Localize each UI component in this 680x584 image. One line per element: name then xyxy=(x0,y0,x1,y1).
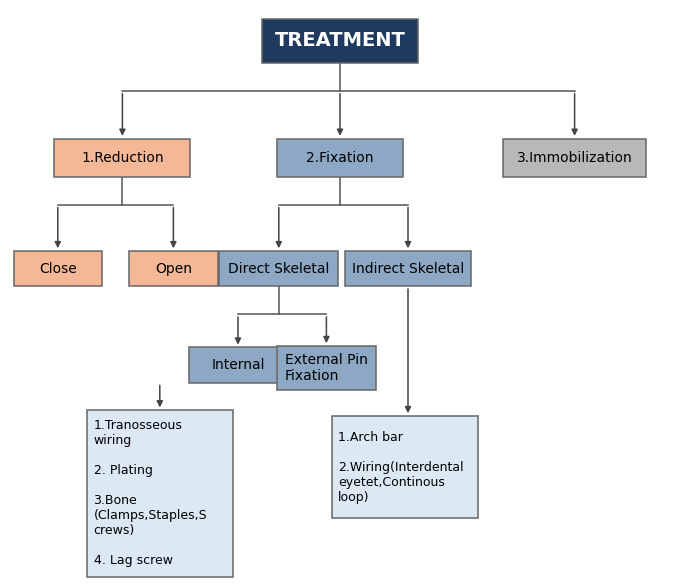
Text: Indirect Skeletal: Indirect Skeletal xyxy=(352,262,464,276)
FancyBboxPatch shape xyxy=(277,139,403,176)
Text: 1.Tranosseous
wiring

2. Plating

3.Bone
(Clamps,Staples,S
crews)

4. Lag screw: 1.Tranosseous wiring 2. Plating 3.Bone (… xyxy=(94,419,207,568)
FancyBboxPatch shape xyxy=(14,251,102,286)
FancyBboxPatch shape xyxy=(188,347,287,383)
Text: External Pin
Fixation: External Pin Fixation xyxy=(285,353,368,383)
FancyBboxPatch shape xyxy=(219,251,339,286)
Text: Direct Skeletal: Direct Skeletal xyxy=(228,262,330,276)
FancyBboxPatch shape xyxy=(54,139,190,176)
Text: 1.Arch bar

2.Wiring(Interdental
eyetet,Continous
loop): 1.Arch bar 2.Wiring(Interdental eyetet,C… xyxy=(339,431,464,503)
Text: TREATMENT: TREATMENT xyxy=(275,32,405,50)
Text: 2.Fixation: 2.Fixation xyxy=(306,151,374,165)
Text: Internal: Internal xyxy=(211,358,265,372)
Text: 1.Reduction: 1.Reduction xyxy=(81,151,164,165)
FancyBboxPatch shape xyxy=(87,411,233,577)
FancyBboxPatch shape xyxy=(503,139,646,176)
FancyBboxPatch shape xyxy=(332,416,477,519)
FancyBboxPatch shape xyxy=(277,346,375,390)
FancyBboxPatch shape xyxy=(129,251,218,286)
Text: Open: Open xyxy=(155,262,192,276)
Text: 3.Immobilization: 3.Immobilization xyxy=(517,151,632,165)
FancyBboxPatch shape xyxy=(345,251,471,286)
Text: Close: Close xyxy=(39,262,77,276)
FancyBboxPatch shape xyxy=(262,19,418,63)
